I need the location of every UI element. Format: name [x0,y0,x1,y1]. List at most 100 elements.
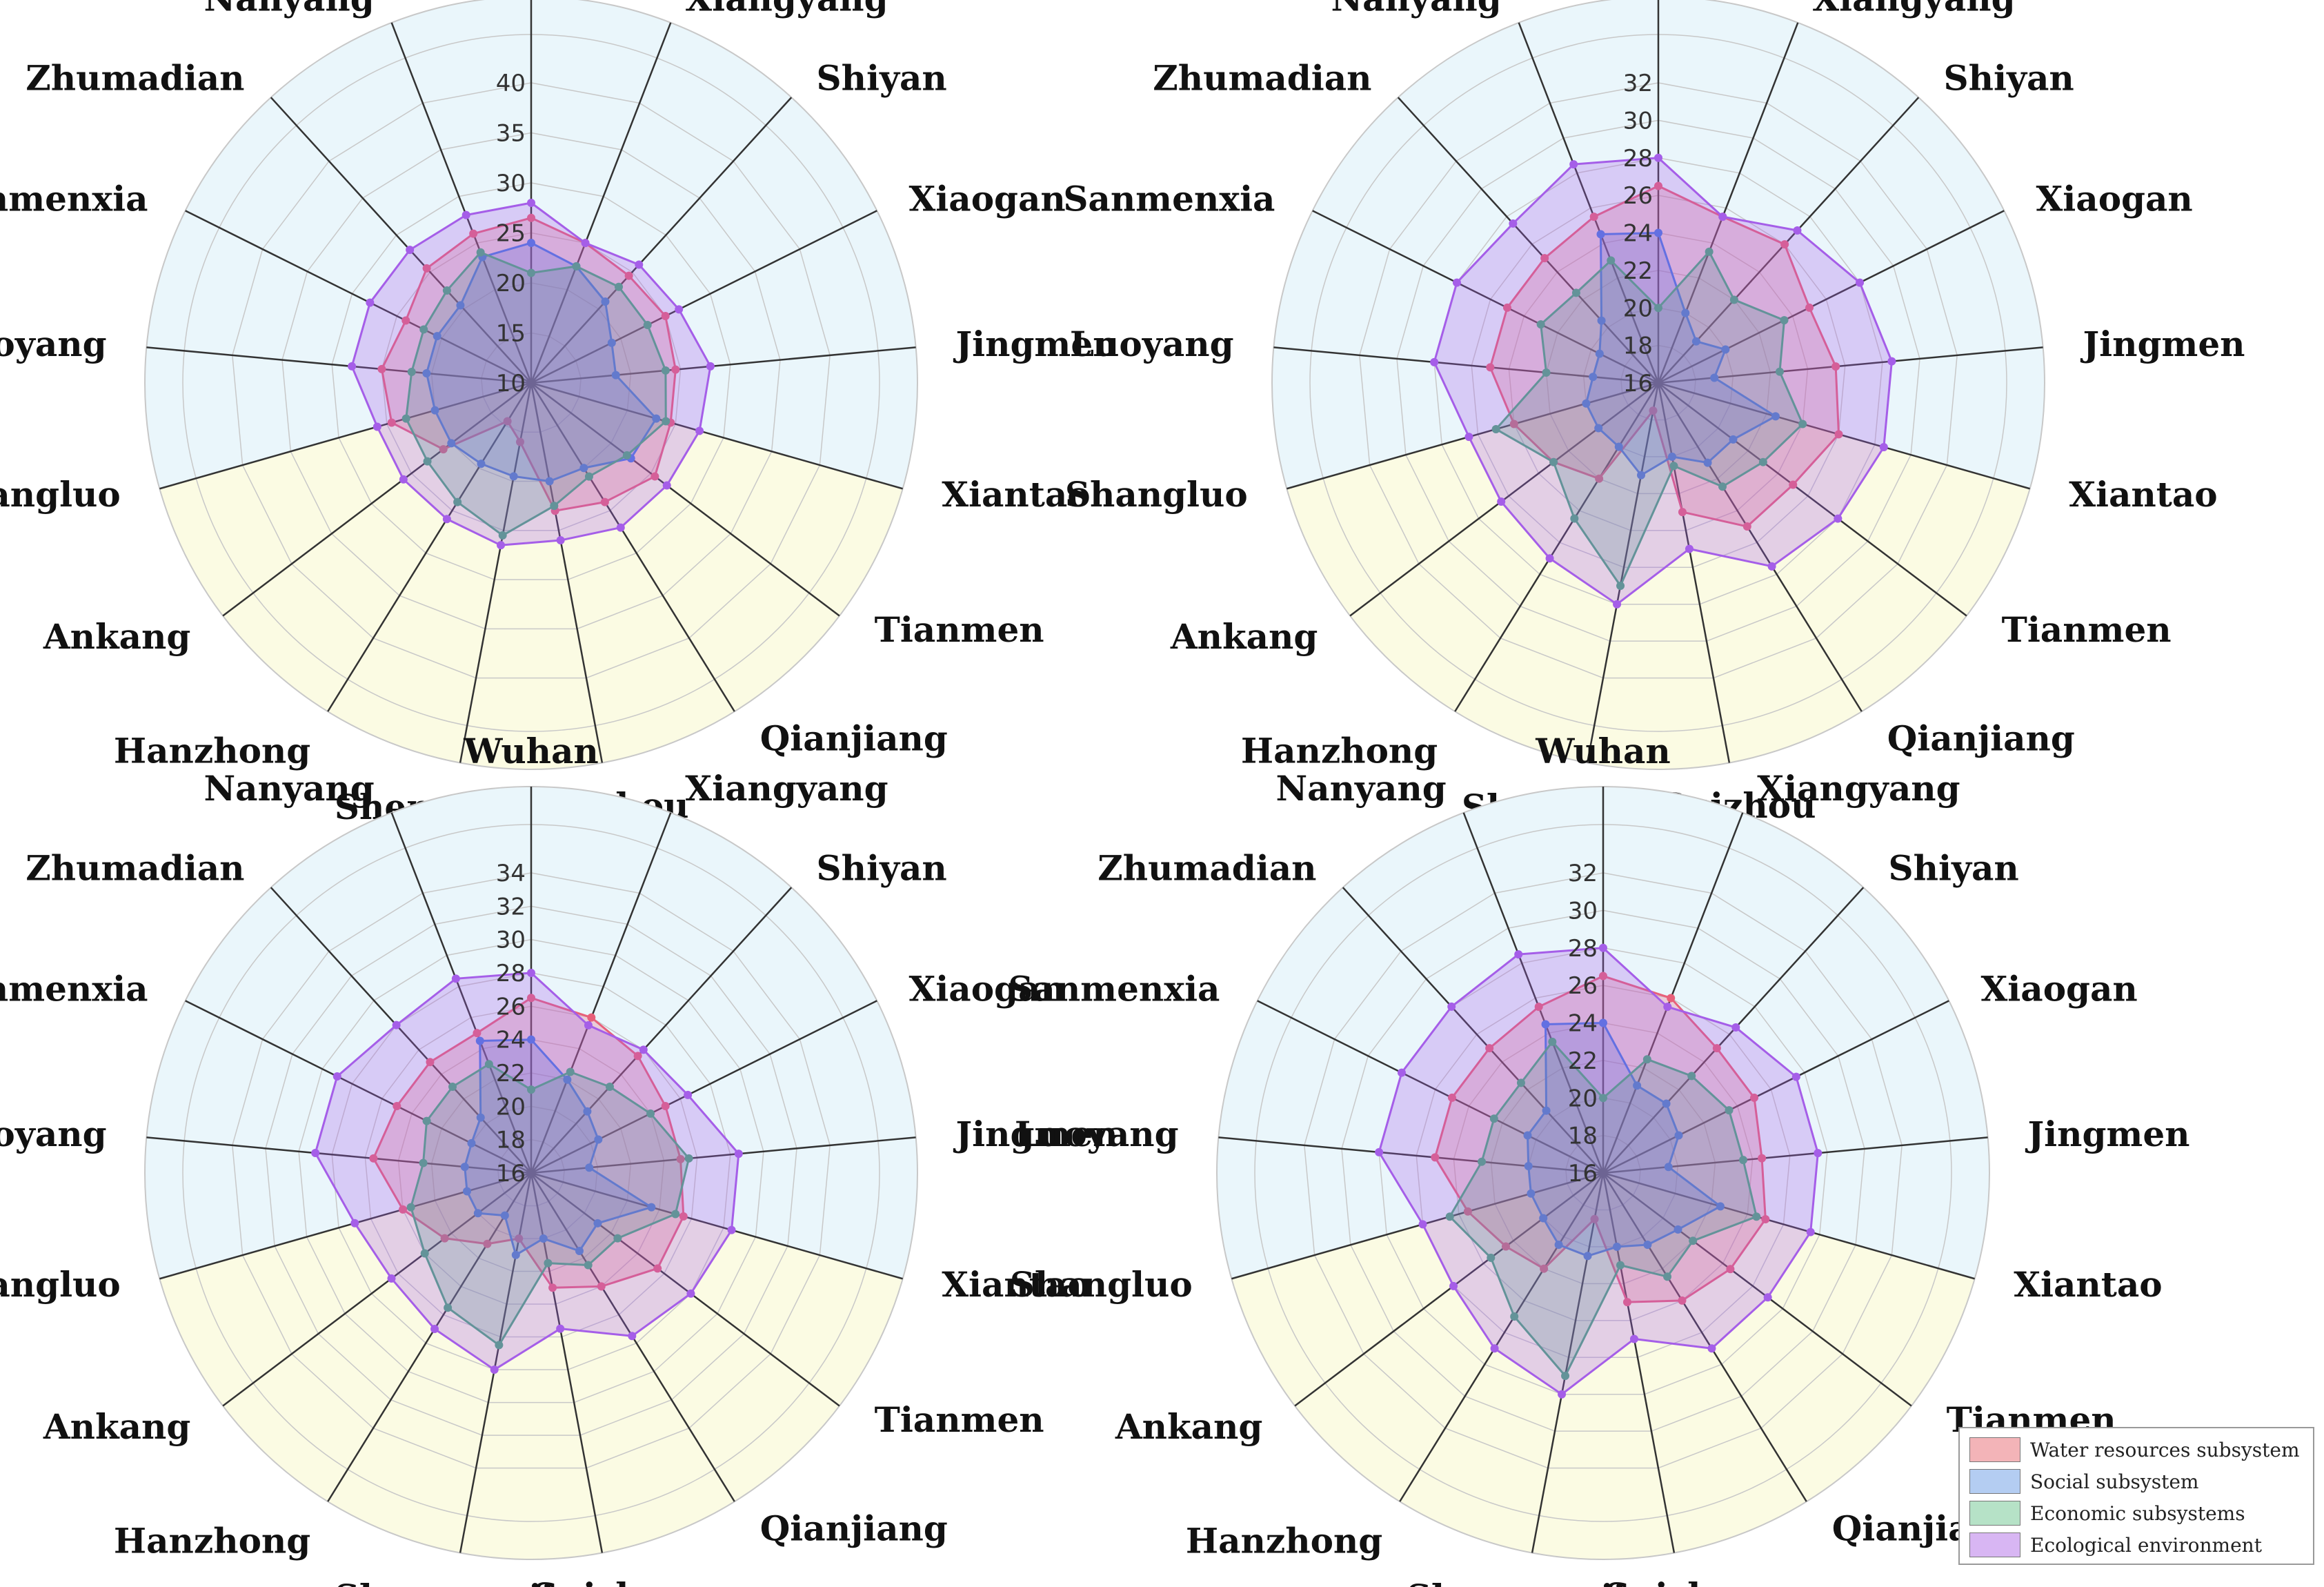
data-point-ecological [1763,1293,1772,1302]
axis-spoke [1658,210,2005,384]
category-label-tianmen: Tianmen [875,609,1044,650]
data-point-ecological [1767,562,1776,571]
data-point-ecological [584,1021,593,1029]
data-point-water [1678,508,1687,517]
axis-spoke [1658,382,1967,617]
data-point-social [1583,1252,1592,1261]
data-point-social [1674,1131,1683,1140]
category-label-zhumadian: Zhumadian [1098,848,1316,889]
category-label-ankang: Ankang [1170,616,1318,657]
data-point-economic [1739,1156,1748,1165]
background-sector [1603,887,1949,1173]
data-point-economic [613,1234,622,1243]
data-point-social [511,1250,520,1259]
data-point-water [527,213,535,222]
axis-spoke [1658,382,2030,490]
data-point-economic [1718,482,1727,491]
data-point-social [1771,412,1780,421]
grid-ring [364,1005,698,1338]
category-label-sanmenxia: Sanmenxia [0,968,148,1009]
axis-spoke [1397,97,1659,384]
data-point-social [477,460,486,469]
data-point-social [509,472,518,481]
data-point-social [607,338,616,347]
axis-spoke [530,382,840,617]
axis-spoke [1218,1136,1604,1174]
data-point-social [583,1107,592,1116]
data-point-economic [1752,1212,1761,1221]
axis-spoke [530,1136,916,1174]
data-point-social [1681,308,1690,317]
axis-spoke [1658,346,2043,384]
data-point-social [447,439,456,448]
data-point-social [1542,1106,1551,1115]
background-sector [1603,1000,1988,1173]
category-label-shangluo: Shangluo [0,474,121,515]
data-point-water [587,1013,596,1022]
background-sector [159,383,532,616]
data-point-ecological [490,1366,499,1374]
data-point-ecological [451,974,460,983]
data-point-economic [423,457,432,466]
grid-ring [1620,344,1696,421]
background-sector [146,1000,531,1173]
data-point-ecological [348,362,357,371]
data-point-water [1649,406,1658,415]
axis-spoke [1602,1000,1949,1174]
data-point-social [1721,345,1730,354]
background-sector [1658,383,1967,712]
data-point-economic [605,1082,614,1091]
category-label-xiangyang: Xiangyang [685,0,888,19]
data-point-economic [662,417,671,426]
data-point-ecological [684,1090,693,1099]
category-label-luoyang: Luoyang [0,324,107,364]
tick-label: 26 [496,993,526,1021]
background-sector [223,383,531,712]
axis-spoke [530,22,672,384]
category-label-xiaogan: Xiaogan [909,178,1066,219]
data-point-ecological [1685,544,1694,553]
data-point-economic [1642,1055,1651,1064]
category-label-jingmen: Jingmen [2080,324,2245,364]
data-point-water [1805,303,1814,312]
grid-ring [1545,270,1771,495]
axis-spoke [530,887,793,1174]
tick-label: 32 [1623,70,1653,97]
data-point-social [463,1187,472,1196]
data-point-water [393,1102,401,1111]
background-sector [1231,1173,1603,1406]
data-point-social [476,1113,485,1122]
data-point-ecological [1791,1072,1800,1081]
data-point-economic [661,366,670,375]
data-point-social [1674,1225,1682,1234]
axis-spoke [390,22,533,384]
tick-label: 26 [1623,182,1653,210]
category-label-zhumadian: Zhumadian [26,58,244,99]
data-point-water [548,1283,557,1292]
data-point-economic [584,472,593,481]
data-point-economic [550,502,559,511]
data-point-social [1716,1202,1725,1211]
category-label-hanzhong: Hanzhong [1186,1521,1382,1561]
data-point-water [1726,1265,1735,1274]
data-point-ecological [406,246,415,255]
background-sector [328,1173,531,1553]
axis-spoke [530,1172,903,1280]
data-point-water [527,994,535,1003]
data-point-social [1703,458,1712,467]
background-sector [146,210,531,383]
data-point-social [579,464,588,473]
data-point-water [1758,1154,1767,1163]
data-point-economic [444,1303,453,1312]
data-point-economic [453,497,462,506]
data-point-economic [1669,462,1678,471]
axis-spoke [270,887,532,1174]
tick-label: 18 [1568,1123,1598,1150]
series-area-water [380,217,677,512]
background-sector [1587,383,1729,770]
axis-spoke [327,382,533,712]
legend-swatch-ecological [1969,1532,2020,1557]
tick-label: 15 [496,320,526,348]
data-point-ecological [639,1045,648,1054]
data-point-water [503,417,512,426]
